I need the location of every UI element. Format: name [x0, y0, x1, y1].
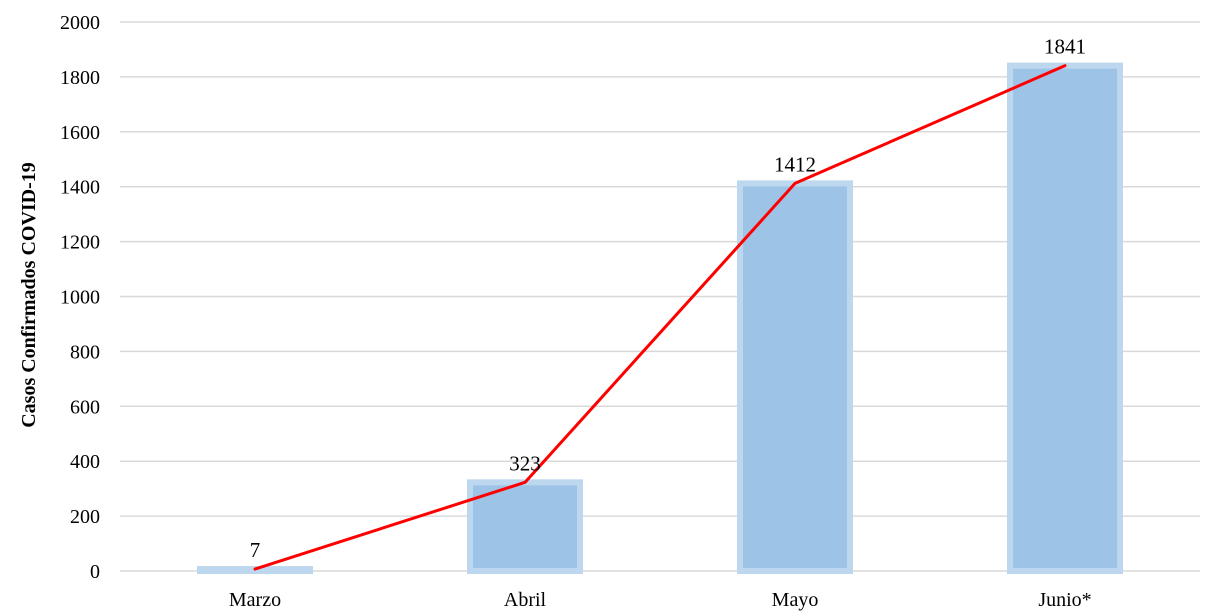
y-tick-label: 2000 — [60, 12, 100, 34]
x-tick-label: Junio* — [1038, 589, 1091, 611]
data-label: 1412 — [774, 152, 816, 176]
data-label: 1841 — [1044, 35, 1086, 59]
x-axis-ticks: Marzo Abril Mayo Junio* — [229, 589, 1092, 611]
y-tick-label: 1400 — [60, 177, 100, 199]
data-label: 323 — [509, 451, 541, 475]
trend-line — [253, 64, 1067, 571]
bar-mayo — [737, 180, 853, 574]
x-tick-label: Abril — [504, 589, 547, 611]
y-tick-label: 1600 — [60, 122, 100, 144]
bar-junio — [1007, 62, 1123, 574]
y-tick-label: 800 — [70, 341, 100, 363]
trend-line-layer — [253, 64, 1067, 571]
y-tick-label: 1000 — [60, 287, 100, 309]
y-tick-label: 1800 — [60, 67, 100, 89]
y-axis-ticks: 0 200 400 600 800 1000 1200 1400 1600 1800 2000 — [60, 12, 100, 583]
y-tick-label: 1200 — [60, 232, 100, 254]
y-tick-label: 600 — [70, 396, 100, 418]
data-label: 7 — [250, 538, 261, 562]
x-tick-label: Mayo — [772, 589, 819, 611]
y-tick-label: 400 — [70, 451, 100, 473]
y-axis-label: Casos Confirmados COVID-19 — [18, 162, 40, 428]
y-tick-label: 0 — [90, 561, 100, 583]
data-labels: 7 323 1412 1841 — [250, 35, 1086, 562]
x-tick-label: Marzo — [229, 589, 281, 611]
y-tick-label: 200 — [70, 506, 100, 528]
bars — [197, 62, 1123, 574]
